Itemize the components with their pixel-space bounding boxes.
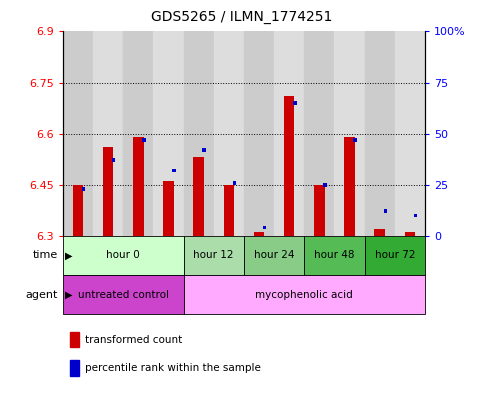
Bar [70,332,79,347]
Bar [344,137,355,236]
Bar [72,185,83,236]
Bar [233,181,236,184]
Bar [244,31,274,236]
Bar [93,31,123,236]
Bar [263,226,267,230]
Text: hour 24: hour 24 [254,250,294,261]
Bar [293,101,297,105]
Text: untreated control: untreated control [78,290,169,300]
Bar [374,229,385,236]
Bar [274,31,304,236]
Bar [154,31,184,236]
Bar [213,31,244,236]
Text: hour 48: hour 48 [314,250,355,261]
Bar [70,360,79,376]
Bar [133,137,143,236]
Text: percentile rank within the sample: percentile rank within the sample [85,363,260,373]
Bar [184,275,425,314]
Bar [184,236,244,275]
Bar [354,138,357,141]
Bar [395,31,425,236]
Bar [103,147,114,236]
Bar [193,158,204,236]
Bar [405,232,415,236]
Text: ▶: ▶ [65,250,73,261]
Bar [384,209,387,213]
Text: transformed count: transformed count [85,335,182,345]
Bar [244,236,304,275]
Bar [172,169,176,172]
Bar [63,275,184,314]
Bar [334,31,365,236]
Text: ▶: ▶ [65,290,73,300]
Bar [63,31,93,236]
Text: time: time [33,250,58,261]
Bar [123,31,154,236]
Bar [142,138,146,141]
Bar [304,236,365,275]
Bar [63,236,184,275]
Text: mycophenolic acid: mycophenolic acid [256,290,353,300]
Bar [365,236,425,275]
Bar [304,31,334,236]
Bar [254,232,264,236]
Bar [112,158,115,162]
Bar [224,185,234,236]
Text: hour 0: hour 0 [106,250,140,261]
Bar [365,31,395,236]
Text: agent: agent [26,290,58,300]
Bar [314,185,325,236]
Bar [284,96,295,236]
Text: hour 12: hour 12 [194,250,234,261]
Text: hour 72: hour 72 [375,250,415,261]
Bar [414,213,417,217]
Bar [202,148,206,152]
Text: GDS5265 / ILMN_1774251: GDS5265 / ILMN_1774251 [151,10,332,24]
Bar [323,183,327,187]
Bar [184,31,213,236]
Bar [82,187,85,191]
Bar [163,181,174,236]
